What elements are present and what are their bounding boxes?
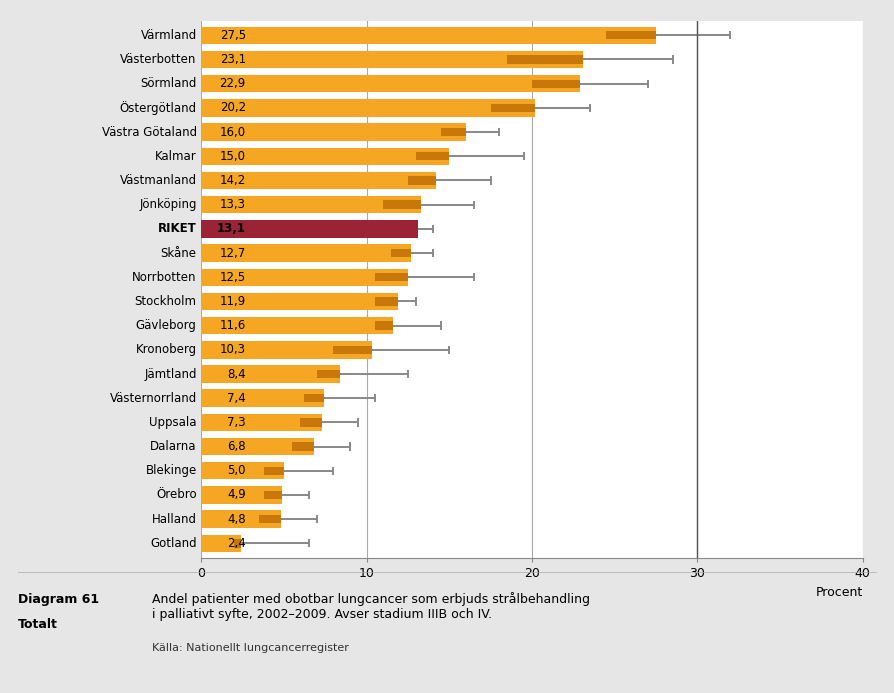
Text: 4,9: 4,9 — [227, 489, 246, 502]
Bar — [201, 341, 372, 358]
Text: 7,4: 7,4 — [227, 392, 246, 405]
Bar — [234, 539, 240, 547]
Bar — [201, 245, 411, 262]
Bar — [201, 220, 417, 238]
Bar — [201, 534, 240, 552]
Bar — [316, 370, 340, 378]
Text: 12,7: 12,7 — [220, 247, 246, 260]
Bar — [201, 99, 536, 116]
Bar — [304, 394, 324, 403]
Text: 11,9: 11,9 — [220, 295, 246, 308]
Bar — [300, 418, 322, 427]
Text: 13,3: 13,3 — [220, 198, 246, 211]
Text: 13,1: 13,1 — [217, 222, 246, 236]
Text: Procent: Procent — [815, 586, 863, 599]
Text: 15,0: 15,0 — [220, 150, 246, 163]
Text: Norrbotten: Norrbotten — [132, 271, 197, 283]
Bar — [201, 196, 421, 213]
Text: Källa: Nationellt lungcancerregister: Källa: Nationellt lungcancerregister — [152, 643, 349, 653]
Text: Skåne: Skåne — [161, 247, 197, 260]
Text: Halland: Halland — [152, 513, 197, 526]
Text: Andel patienter med obotbar lungcancer som erbjuds strålbehandling
i palliativt : Andel patienter med obotbar lungcancer s… — [152, 593, 590, 622]
Text: 11,6: 11,6 — [220, 319, 246, 332]
Text: Örebro: Örebro — [156, 489, 197, 502]
Text: 23,1: 23,1 — [220, 53, 246, 66]
Text: Jönköping: Jönköping — [139, 198, 197, 211]
Bar — [507, 55, 583, 64]
Text: Värmland: Värmland — [140, 29, 197, 42]
Text: Västra Götaland: Västra Götaland — [102, 125, 197, 139]
Bar — [491, 104, 536, 112]
Bar — [375, 322, 393, 330]
Bar — [201, 148, 450, 165]
Text: Gotland: Gotland — [150, 537, 197, 550]
Bar — [201, 438, 314, 455]
Text: 14,2: 14,2 — [220, 174, 246, 187]
Text: 5,0: 5,0 — [227, 464, 246, 477]
Bar — [201, 75, 580, 92]
Text: Stockholm: Stockholm — [135, 295, 197, 308]
Text: Diagram 61: Diagram 61 — [18, 593, 99, 606]
Bar — [532, 80, 580, 88]
Text: 2,4: 2,4 — [227, 537, 246, 550]
Text: 16,0: 16,0 — [220, 125, 246, 139]
Bar — [375, 273, 408, 281]
Bar — [201, 317, 393, 334]
Text: 12,5: 12,5 — [220, 271, 246, 283]
Text: 22,9: 22,9 — [220, 77, 246, 90]
Text: Gävleborg: Gävleborg — [136, 319, 197, 332]
Text: Västerbotten: Västerbotten — [121, 53, 197, 66]
Bar — [264, 491, 283, 499]
Bar — [375, 297, 398, 306]
Text: Västmanland: Västmanland — [120, 174, 197, 187]
Bar — [408, 176, 436, 184]
Bar — [201, 26, 656, 44]
Bar — [201, 268, 408, 286]
Bar — [441, 128, 466, 137]
Text: 4,8: 4,8 — [227, 513, 246, 526]
Text: 7,3: 7,3 — [227, 416, 246, 429]
Bar — [383, 200, 421, 209]
Bar — [264, 466, 284, 475]
Bar — [201, 462, 284, 480]
Text: Totalt: Totalt — [18, 618, 58, 631]
Text: Dalarna: Dalarna — [150, 440, 197, 453]
Text: Kalmar: Kalmar — [155, 150, 197, 163]
Bar — [201, 172, 436, 189]
Bar — [292, 442, 314, 450]
Text: 10,3: 10,3 — [220, 343, 246, 356]
Bar — [201, 292, 398, 310]
Text: Blekinge: Blekinge — [146, 464, 197, 477]
Text: 6,8: 6,8 — [227, 440, 246, 453]
Text: Uppsala: Uppsala — [149, 416, 197, 429]
Bar — [201, 365, 340, 383]
Bar — [201, 51, 583, 68]
Bar — [259, 515, 281, 523]
Bar — [201, 486, 283, 504]
Text: Östergötland: Östergötland — [120, 101, 197, 115]
Bar — [392, 249, 411, 257]
Text: Jämtland: Jämtland — [144, 367, 197, 380]
Bar — [201, 414, 322, 431]
Text: Västernorrland: Västernorrland — [109, 392, 197, 405]
Bar — [333, 346, 372, 354]
Text: 8,4: 8,4 — [227, 367, 246, 380]
Bar — [606, 31, 656, 40]
Bar — [201, 511, 281, 528]
Text: Kronoberg: Kronoberg — [136, 343, 197, 356]
Bar — [201, 389, 324, 407]
Text: 20,2: 20,2 — [220, 101, 246, 114]
Text: Sörmland: Sörmland — [140, 77, 197, 90]
Text: 27,5: 27,5 — [220, 29, 246, 42]
Bar — [416, 152, 449, 161]
Text: RIKET: RIKET — [158, 222, 197, 236]
Bar — [201, 123, 466, 141]
